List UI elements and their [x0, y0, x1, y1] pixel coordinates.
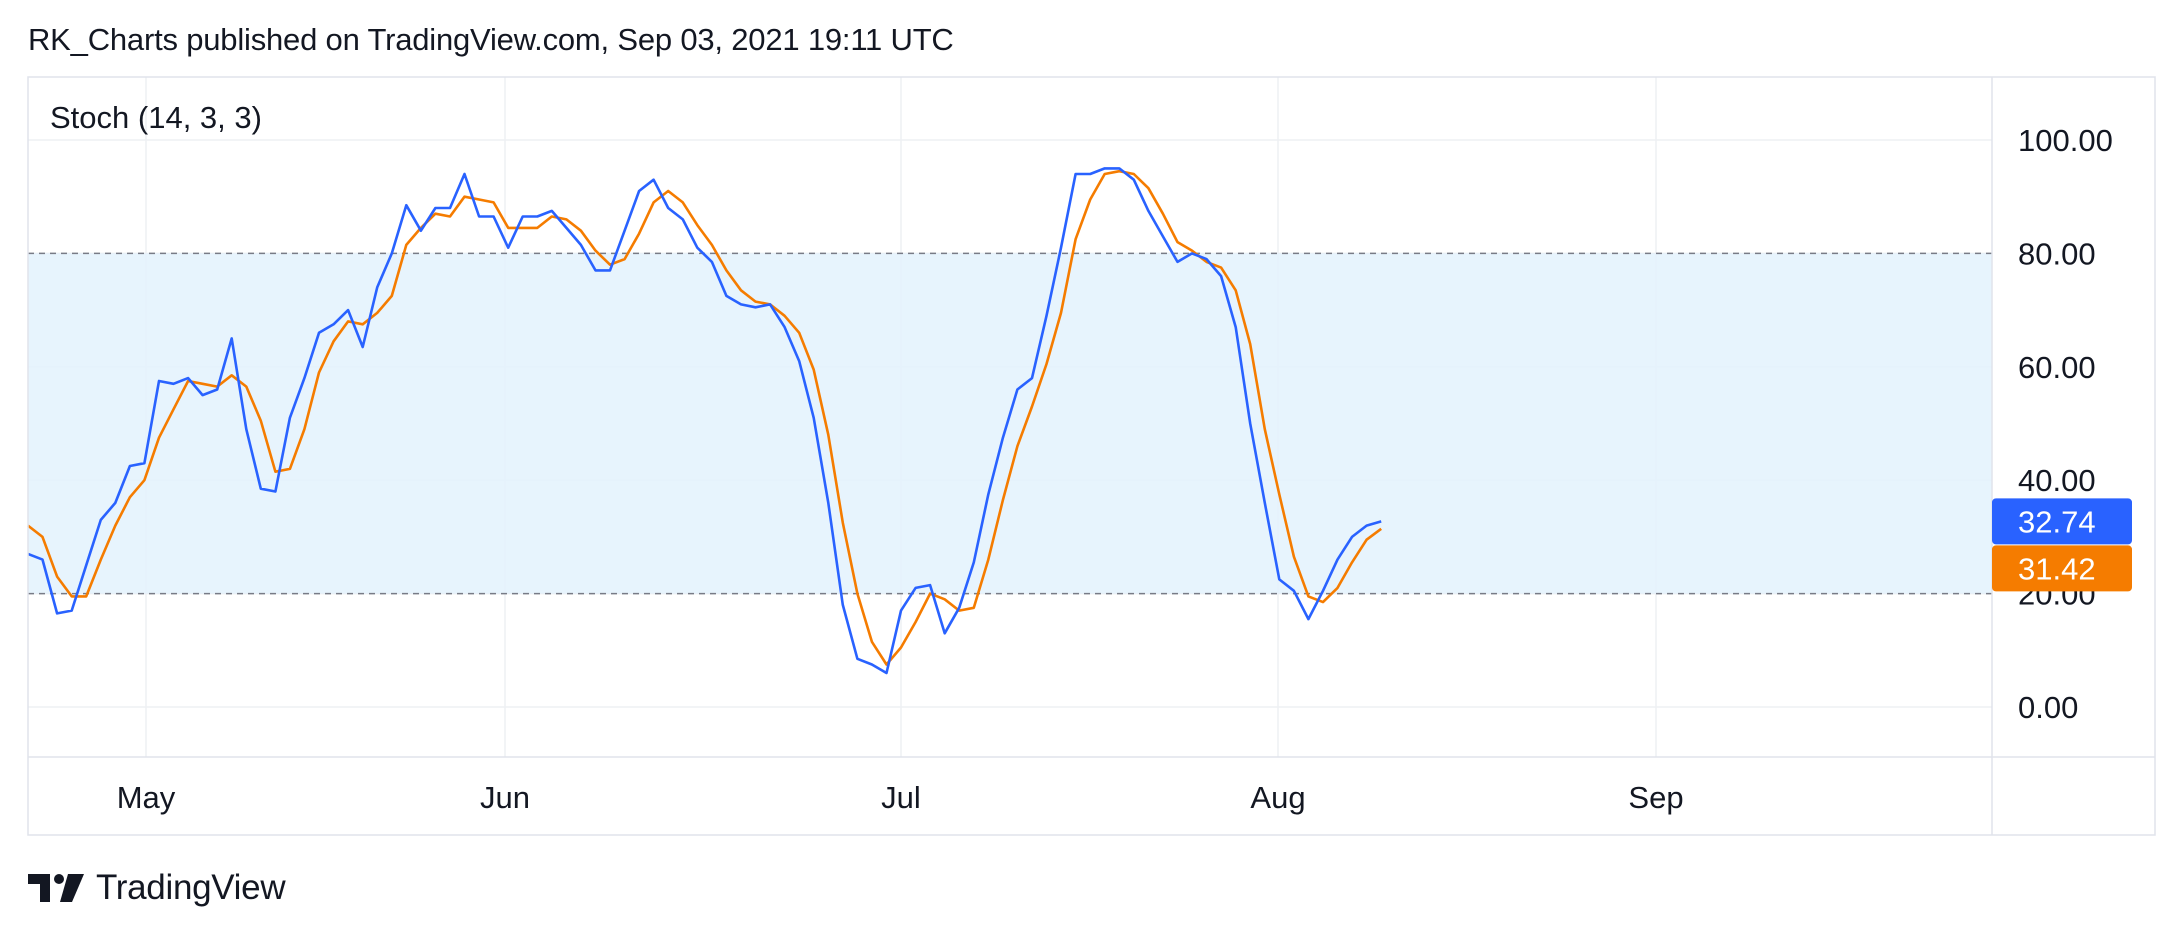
x-tick-label: Jul — [881, 780, 921, 815]
x-tick-label: Aug — [1250, 780, 1305, 815]
percent-d-line — [27, 169, 1382, 666]
percent-k-last-label: 32.74 — [1992, 498, 2132, 545]
y-tick-label: 80.00 — [2018, 236, 2096, 271]
x-tick-label: May — [117, 780, 176, 815]
last-label-text: 31.42 — [2018, 551, 2096, 586]
percent-k-line — [27, 167, 1382, 675]
y-tick-label: 0.00 — [2018, 690, 2078, 725]
last-value-labels: 32.74 31.42 — [1992, 498, 2132, 592]
tradingview-logo-icon — [28, 874, 84, 902]
outer-border — [27, 76, 2156, 836]
y-tick-label: 60.00 — [2018, 350, 2096, 385]
last-label-text: 32.74 — [2018, 504, 2096, 539]
percent-d-last-label: 31.42 — [1992, 545, 2132, 592]
x-tick-label: Sep — [1628, 780, 1683, 815]
brand-name: TradingView — [96, 868, 286, 907]
x-tick-label: Jun — [480, 780, 530, 815]
y-tick-label: 100.00 — [2018, 123, 2113, 158]
footer: TradingView — [28, 868, 286, 908]
chart-frame — [27, 76, 2156, 836]
last-label-bg — [1992, 545, 2132, 592]
overbought-oversold-band — [28, 253, 1992, 594]
indicator-legend[interactable]: Stoch (14, 3, 3) — [50, 100, 262, 135]
last-label-bg — [1992, 498, 2132, 545]
time-axis[interactable]: May Jun Jul Aug Sep — [117, 780, 1684, 815]
series-layer — [27, 167, 1382, 675]
publish-info: RK_Charts published on TradingView.com, … — [28, 22, 954, 57]
y-tick-label: 40.00 — [2018, 463, 2096, 498]
